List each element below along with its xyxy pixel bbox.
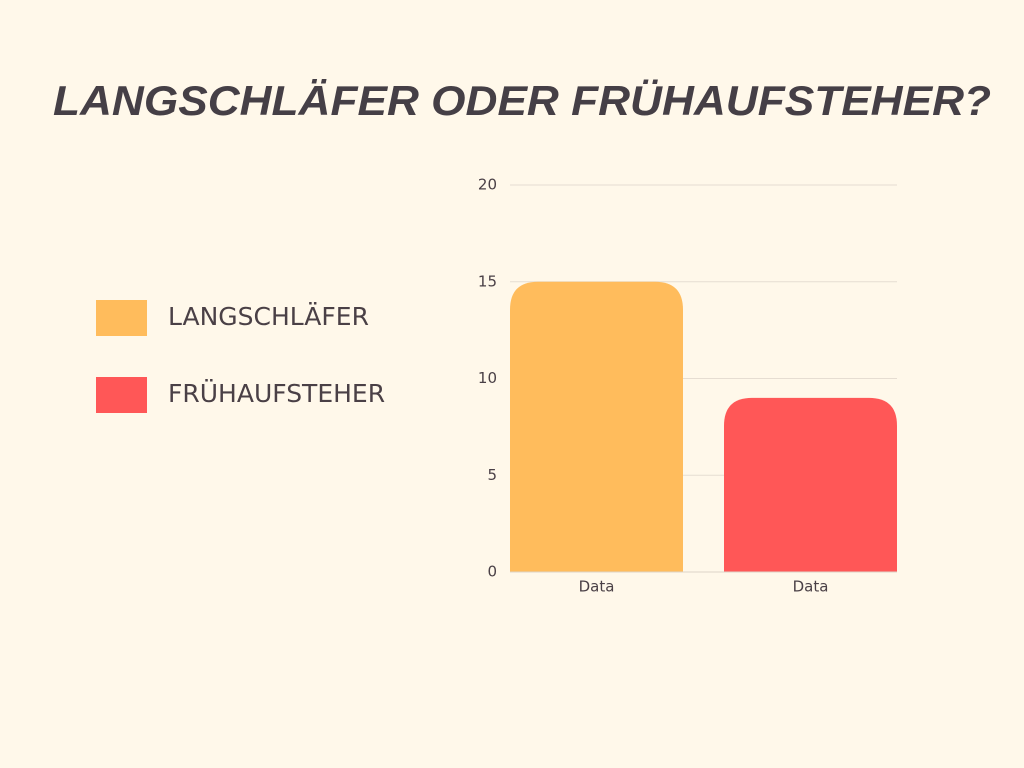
x-tick-label: Data: [579, 578, 615, 596]
legend-label: FRÜHAUFSTEHER: [168, 379, 385, 408]
chart-title: LANGSCHLÄFER ODER FRÜHAUFSTEHER?: [53, 77, 991, 124]
y-tick-label: 0: [487, 563, 497, 581]
y-tick-label: 20: [478, 176, 497, 194]
legend-swatch: [96, 377, 147, 413]
y-tick-label: 10: [478, 369, 497, 387]
legend-swatch: [96, 300, 147, 336]
bar: [724, 397, 897, 572]
legend-label: LANGSCHLÄFER: [168, 302, 369, 331]
x-tick-label: Data: [793, 578, 829, 596]
bar: [510, 281, 683, 572]
y-tick-label: 15: [478, 272, 497, 290]
y-tick-label: 5: [487, 466, 497, 484]
